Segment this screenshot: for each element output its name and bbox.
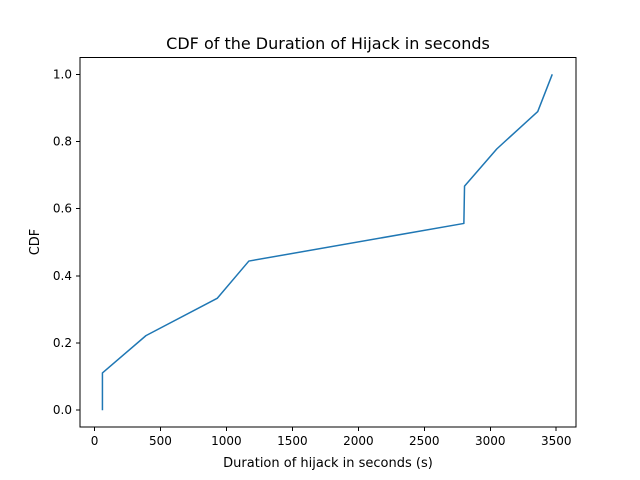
x-tick-label: 500 [149,434,172,448]
x-tick-label: 2000 [343,434,374,448]
x-axis-label: Duration of hijack in seconds (s) [223,456,433,471]
x-tick-label: 2500 [409,434,440,448]
y-axis-label: CDF [28,229,43,256]
y-tick-label: 1.0 [53,67,72,81]
x-tick-label: 1500 [277,434,308,448]
cdf-series-line [101,74,553,411]
plot-area [101,74,553,411]
y-tick-label: 0.4 [53,269,72,283]
chart-title: CDF of the Duration of Hijack in seconds [166,34,490,53]
axes-frame [79,57,577,428]
y-tick-label: 0.2 [53,336,72,350]
y-tick-label: 0.0 [53,403,72,417]
ticks-group: 0 500 1000 1500 2000 2500 3000 3500 0.0 0.2 0.4 0.6… [53,67,572,448]
x-tick-label: 3500 [541,434,572,448]
x-tick-label: 1000 [211,434,242,448]
y-tick-label: 0.6 [53,202,72,216]
y-tick-label: 0.8 [53,134,72,148]
x-tick-label: 0 [91,434,99,448]
x-tick-label: 3000 [475,434,506,448]
